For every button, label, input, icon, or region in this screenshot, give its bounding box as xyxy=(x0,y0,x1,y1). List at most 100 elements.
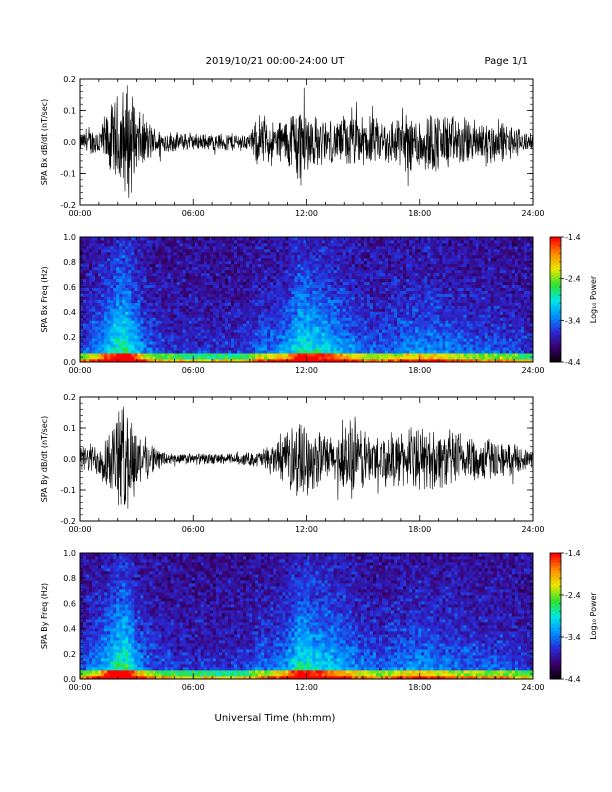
colorbar-segment xyxy=(550,249,561,253)
colorbar-segment xyxy=(550,571,561,575)
colorbar-segment xyxy=(550,582,561,585)
x-tick-label: 06:00 xyxy=(182,209,205,218)
colorbar-segment xyxy=(550,326,561,330)
x-tick-label: 12:00 xyxy=(295,366,318,375)
colorbar-segment xyxy=(550,291,561,294)
colorbar-segment xyxy=(550,599,561,602)
x-tick-label: 24:00 xyxy=(521,366,544,375)
colorbar-segment xyxy=(550,580,561,583)
colorbar-segment xyxy=(550,676,561,680)
colorbar-segment xyxy=(550,647,561,651)
colorbar-segment xyxy=(550,345,561,348)
y-axis-label: SPA By dB/dt (nT/sec) xyxy=(40,416,49,503)
colorbar-tick-label: -4.4 xyxy=(565,358,581,367)
x-tick-label: 06:00 xyxy=(182,683,205,692)
colorbar-segment xyxy=(550,668,561,672)
y-axis-label: SPA By Freq (Hz) xyxy=(40,583,49,649)
x-tick-label: 18:00 xyxy=(408,366,431,375)
colorbar-segment xyxy=(550,341,561,344)
colorbar-segment xyxy=(550,569,561,573)
colorbar-segment xyxy=(550,632,561,636)
colorbar-segment xyxy=(550,307,561,311)
colorbar-segment xyxy=(550,601,561,604)
colorbar-segment xyxy=(550,588,561,592)
colorbar-segment xyxy=(550,660,561,663)
colorbar-segment xyxy=(550,262,561,265)
colorbar-segment xyxy=(550,359,561,363)
colorbar-frame xyxy=(549,552,562,680)
colorbar-segment xyxy=(550,255,561,259)
y-tick-label: 1.0 xyxy=(63,549,76,558)
y-tick-label: 1.0 xyxy=(63,233,76,242)
y-tick-label: 0.1 xyxy=(63,107,76,116)
colorbar-segment xyxy=(550,239,561,242)
x-tick-label: 24:00 xyxy=(521,209,544,218)
colorbar-segment xyxy=(550,611,561,615)
x-tick-label: 06:00 xyxy=(182,525,205,534)
colorbar-segment xyxy=(550,328,561,332)
colorbar-segment xyxy=(550,332,561,336)
colorbar-tick-label: -3.4 xyxy=(565,316,581,325)
colorbar-segment xyxy=(550,334,561,338)
colorbar-segment xyxy=(550,643,561,646)
y-tick-label: -0.1 xyxy=(60,486,76,495)
colorbar-segment xyxy=(550,559,561,562)
colorbar-segment xyxy=(550,299,561,303)
colorbar-segment xyxy=(550,268,561,271)
colorbar-segment xyxy=(550,662,561,665)
colorbar-segment xyxy=(550,303,561,307)
waveform-panel-2: 00:00 06:00 12:00 18:00 24:00 -0.2 -0.1 0.0 0.1 0… xyxy=(40,393,545,534)
colorbar-segment xyxy=(550,651,561,655)
x-axis-title: Universal Time (hh:mm) xyxy=(215,713,336,724)
colorbar-label: Log₁₀ Power xyxy=(589,592,598,640)
colorbar-segment xyxy=(550,322,561,325)
colorbar-segment xyxy=(550,555,561,558)
colorbar-segment xyxy=(550,316,561,319)
y-tick-label: 0.8 xyxy=(63,258,76,267)
colorbar-segment xyxy=(550,674,561,678)
colorbar-segment xyxy=(550,567,561,571)
colorbar-segment xyxy=(550,353,561,357)
colorbar-segment xyxy=(550,270,561,273)
colorbar-segment xyxy=(550,624,561,627)
colorbar-segment xyxy=(550,666,561,669)
colorbar-segment xyxy=(550,655,561,659)
colorbar-segment xyxy=(550,276,561,280)
colorbar-segment xyxy=(550,565,561,569)
colorbar-segment xyxy=(550,312,561,315)
colorbar-segment xyxy=(550,557,561,560)
colorbar-segment xyxy=(550,247,561,250)
x-tick-label: 06:00 xyxy=(182,366,205,375)
panels-group: 00:00 06:00 12:00 18:00 24:00 -0.2 -0.1 0.0 0.1 0… xyxy=(40,75,598,692)
colorbar-segment xyxy=(550,305,561,309)
colorbar-segment xyxy=(550,287,561,290)
colorbar-segment xyxy=(550,301,561,305)
x-tick-label: 24:00 xyxy=(521,683,544,692)
colorbar-segment xyxy=(550,245,561,248)
colorbar-segment xyxy=(550,639,561,642)
colorbar-segment xyxy=(550,664,561,667)
colorbar-segment xyxy=(550,264,561,267)
x-tick-label: 24:00 xyxy=(521,525,544,534)
colorbar-segment xyxy=(550,266,561,269)
colorbar-segment xyxy=(550,253,561,257)
colorbar-tick-label: -1.4 xyxy=(565,549,581,558)
y-tick-label: 0.2 xyxy=(63,393,76,402)
colorbar-segment xyxy=(550,586,561,590)
spectrogram-cells xyxy=(80,553,534,680)
colorbar-segment xyxy=(550,351,561,355)
x-tick-label: 00:00 xyxy=(68,366,91,375)
colorbar-segment xyxy=(550,357,561,361)
colorbar-tick-label: -3.4 xyxy=(565,633,581,642)
spectrogram-cells xyxy=(80,237,534,363)
colorbar-segment xyxy=(550,670,561,674)
x-tick-label: 12:00 xyxy=(295,525,318,534)
colorbar-segment xyxy=(550,626,561,630)
colorbar-segment xyxy=(550,282,561,286)
colorbar-segment xyxy=(550,251,561,255)
colorbar: -1.4 -2.4 -3.4 -4.4 Log₁₀ Power xyxy=(549,233,598,367)
colorbar-segment xyxy=(550,641,561,644)
figure-title: 2019/10/21 00:00-24:00 UT xyxy=(206,56,346,67)
y-tick-label: 0.6 xyxy=(63,599,76,608)
